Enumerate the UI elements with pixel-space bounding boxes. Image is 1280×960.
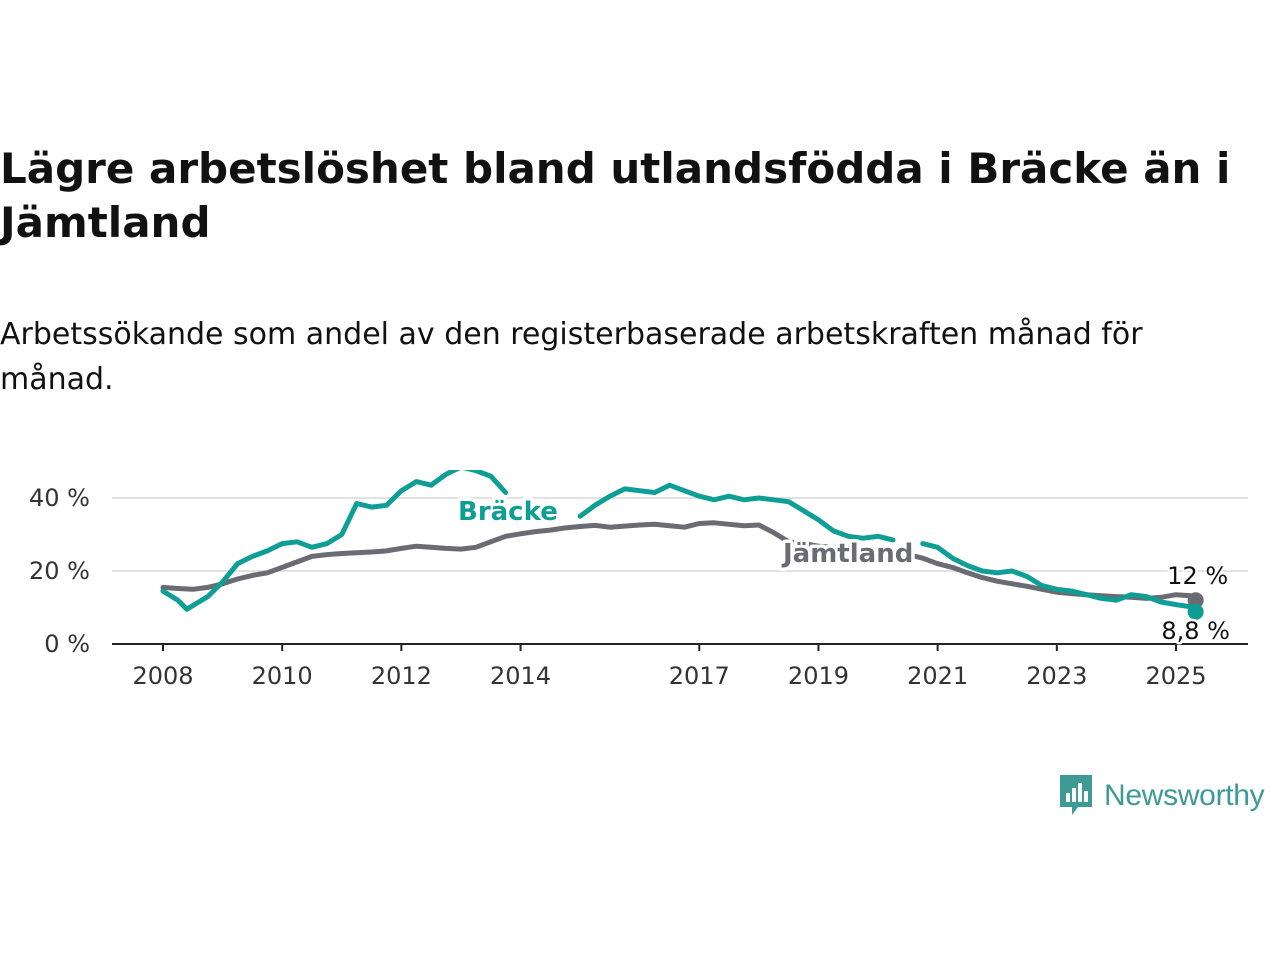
series-line-brcke	[920, 541, 1199, 615]
series-label-jamtland: Jämtland	[781, 539, 913, 569]
series-label-bracke: Bräcke	[458, 497, 558, 527]
y-tick-label: 20 %	[29, 557, 90, 585]
end-label-jamtland: 12 %	[1167, 562, 1228, 590]
x-axis-ticks: 2008 2010 2012 2014 2017 2019 2021 2023 2025	[132, 644, 1207, 690]
series-lines	[160, 470, 1204, 620]
newsworthy-logo-text: Newsworthy	[1104, 779, 1265, 812]
x-tick-label: 2025	[1145, 662, 1206, 690]
chart-subtitle: Arbetssökande som andel av den registerb…	[0, 317, 1143, 397]
x-tick-label: 2021	[907, 662, 968, 690]
y-axis-ticks: 0 % 20 % 40 %	[29, 484, 90, 658]
y-tick-label: 40 %	[29, 484, 90, 512]
series-line-brcke	[577, 482, 896, 543]
x-tick-label: 2010	[252, 662, 313, 690]
end-label-bracke: 8,8 %	[1161, 617, 1230, 645]
gridlines	[112, 497, 1248, 645]
y-tick-label: 0 %	[44, 630, 90, 658]
series-line-jmtland	[160, 520, 1199, 603]
series-endpoint-brcke	[1187, 603, 1204, 620]
series-endpoint-jmtland	[1187, 592, 1204, 609]
x-tick-label: 2008	[132, 662, 193, 690]
x-tick-label: 2014	[490, 662, 551, 690]
newsworthy-logo[interactable]: Newsworthy	[1058, 773, 1265, 819]
series-line-brcke	[160, 470, 509, 612]
x-tick-label: 2023	[1026, 662, 1087, 690]
x-tick-label: 2017	[669, 662, 730, 690]
x-tick-label: 2019	[788, 662, 849, 690]
series-labels: Bräcke Jämtland 12 % 8,8 %	[455, 494, 1233, 648]
line-chart: 0 % 20 % 40 % 2008 2010 2012 2014 2017 2019 2021…	[29, 470, 1248, 690]
x-tick-label: 2012	[371, 662, 432, 690]
newsworthy-logo-icon	[1060, 775, 1092, 815]
chart-title: Lägre arbetslöshet bland utlandsfödda i …	[0, 144, 1231, 247]
